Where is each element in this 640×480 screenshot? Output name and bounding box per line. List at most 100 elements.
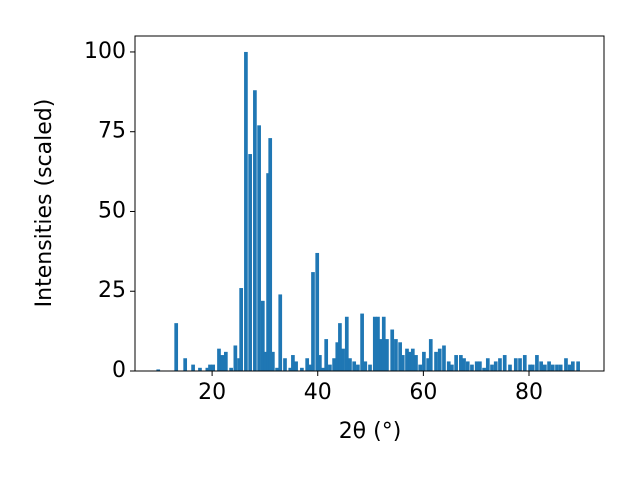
x-tick-label: 60: [409, 380, 437, 405]
y-tick-label: 25: [98, 278, 126, 303]
bar: [338, 323, 342, 371]
bar: [217, 348, 221, 371]
bar: [278, 294, 283, 371]
y-tick-label: 75: [98, 119, 126, 144]
bar: [244, 51, 248, 371]
bar: [376, 316, 380, 371]
bar: [208, 364, 212, 371]
x-tick-label: 80: [515, 380, 543, 405]
bar: [291, 355, 295, 371]
bar: [570, 361, 575, 371]
bar: [266, 173, 270, 371]
bar: [239, 288, 244, 371]
bar: [379, 339, 383, 371]
bar: [183, 358, 188, 371]
bar: [535, 355, 539, 371]
bar: [305, 358, 310, 371]
bar: [564, 358, 568, 371]
bar: [555, 364, 559, 371]
bar: [191, 364, 195, 371]
bar: [530, 364, 535, 371]
plot-frame: [134, 35, 605, 372]
bar: [539, 361, 543, 371]
bar: [442, 345, 446, 371]
bar: [233, 345, 238, 371]
bar: [257, 125, 261, 371]
bar: [465, 361, 470, 371]
bar: [288, 367, 293, 371]
bar: [485, 358, 490, 371]
bar: [410, 348, 415, 371]
bar: [550, 364, 555, 371]
bar: [318, 355, 322, 371]
bar: [368, 364, 372, 371]
bar: [408, 351, 413, 371]
bar: [360, 313, 364, 371]
bar: [372, 316, 377, 371]
bar: [522, 355, 527, 371]
y-axis-label: Intensities (scaled): [32, 99, 57, 308]
bar: [437, 348, 442, 371]
bar: [220, 355, 224, 371]
bar: [558, 364, 563, 371]
x-tick-label: 40: [304, 380, 332, 405]
bar: [344, 316, 349, 371]
bar: [414, 355, 418, 371]
bar: [253, 90, 257, 371]
bar: [450, 364, 454, 371]
bar: [446, 361, 451, 371]
bar: [482, 367, 486, 371]
bar: [498, 358, 502, 371]
bar: [263, 351, 267, 371]
bar: [248, 154, 252, 371]
bar: [174, 323, 179, 371]
bar: [459, 355, 463, 371]
bar: [470, 364, 474, 371]
bar: [205, 367, 210, 371]
bar: [394, 339, 398, 371]
bar: [462, 358, 466, 371]
bar: [211, 364, 216, 371]
bar: [576, 361, 580, 371]
bar: [321, 367, 325, 371]
bar: [518, 358, 522, 371]
bar: [390, 329, 395, 371]
bar: [156, 369, 161, 371]
bar: [478, 361, 482, 371]
bar: [335, 342, 340, 371]
bar: [567, 364, 572, 371]
bar: [474, 361, 479, 371]
y-tick-label: 100: [84, 39, 126, 64]
bar: [493, 361, 498, 371]
bar: [418, 364, 423, 371]
bar: [294, 361, 298, 371]
x-axis-label: 2θ (°): [339, 419, 402, 444]
bar: [268, 138, 273, 371]
bar: [341, 348, 345, 371]
bar: [352, 361, 357, 371]
bar: [324, 339, 329, 371]
bar: [229, 367, 233, 371]
bar: [542, 364, 547, 371]
bar: [454, 355, 458, 371]
bar: [260, 300, 265, 371]
bar: [307, 364, 312, 371]
bar: [311, 272, 315, 371]
bar: [434, 351, 438, 371]
bar: [513, 358, 518, 371]
bar: [275, 367, 279, 371]
y-tick-label: 0: [112, 358, 126, 383]
bar: [332, 358, 336, 371]
bar: [223, 351, 228, 371]
bar: [348, 358, 352, 371]
bar: [508, 364, 512, 371]
bar: [283, 358, 287, 371]
bar: [270, 351, 275, 371]
bar: [490, 364, 494, 371]
y-tick-label: 50: [98, 198, 126, 223]
bar: [198, 367, 202, 371]
bar: [363, 361, 368, 371]
bar: [356, 364, 360, 371]
bar: [422, 351, 426, 371]
